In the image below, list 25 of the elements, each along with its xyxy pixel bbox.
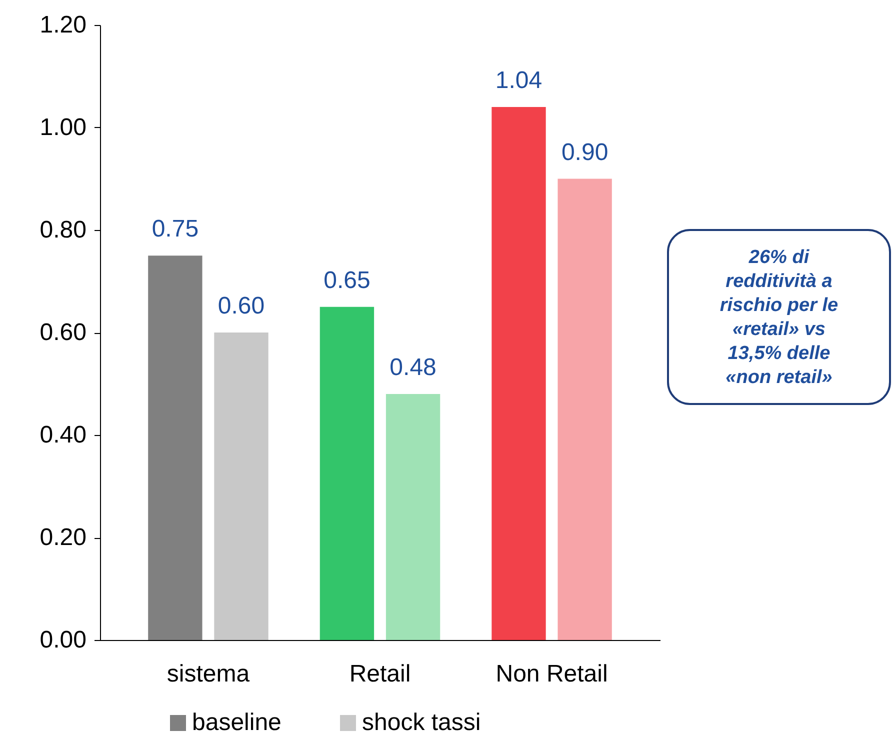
bar bbox=[320, 306, 374, 640]
y-tick-label: 0.80 bbox=[40, 216, 86, 244]
data-label: 0.90 bbox=[561, 138, 608, 166]
y-tick-label: 0.20 bbox=[40, 524, 86, 551]
text: 26% di redditività a rischio per le «retail» vs 13,5% delle «non retail» bbox=[720, 247, 839, 388]
y-tick-label: 1.20 bbox=[40, 12, 86, 38]
data-label: 0.48 bbox=[390, 354, 436, 381]
x-tick-label: Non Retail bbox=[496, 660, 608, 688]
bar bbox=[386, 394, 440, 640]
data-label: 0.65 bbox=[324, 266, 370, 294]
y-tick-label: 0.40 bbox=[40, 422, 86, 448]
x-tick-label: Retail bbox=[349, 660, 411, 688]
y-tick-label: 0.00 bbox=[40, 626, 86, 654]
data-label: 0.75 bbox=[152, 216, 199, 243]
legend-label: shock tassi bbox=[362, 709, 481, 735]
x-tick-label: sistema bbox=[166, 660, 250, 688]
data-label: 1.04 bbox=[495, 67, 542, 94]
bar bbox=[492, 107, 546, 640]
y-tick-label: 0.60 bbox=[40, 319, 86, 346]
data-label: 0.60 bbox=[218, 292, 265, 320]
legend-label: baseline bbox=[192, 709, 282, 735]
y-tick-label: 1.00 bbox=[40, 114, 86, 141]
bar bbox=[214, 332, 268, 640]
bar bbox=[558, 178, 612, 640]
bar bbox=[148, 256, 202, 640]
